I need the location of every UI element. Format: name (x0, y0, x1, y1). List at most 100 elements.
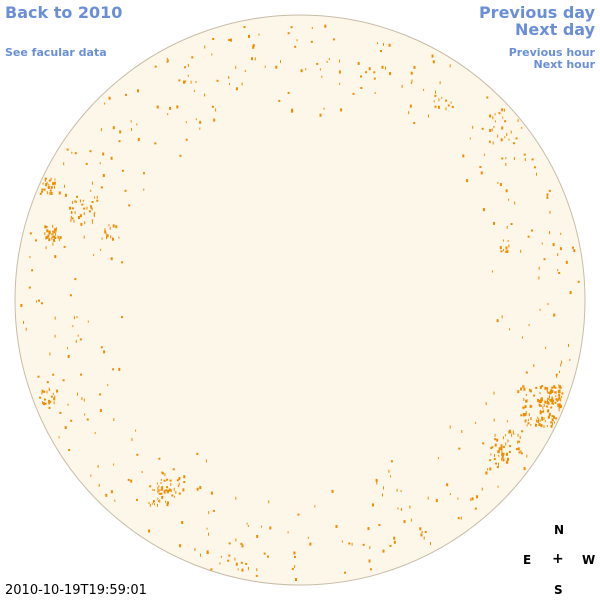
network-speck (41, 188, 44, 191)
network-speck (557, 390, 560, 393)
network-speck (559, 385, 561, 388)
network-speck (90, 206, 93, 209)
network-speck (561, 392, 564, 395)
network-speck (74, 152, 77, 155)
network-speck (99, 409, 102, 413)
network-speck (158, 500, 160, 503)
network-speck (508, 244, 510, 248)
network-speck (449, 64, 451, 68)
network-speck (497, 450, 500, 454)
network-speck (234, 557, 236, 561)
network-speck (54, 178, 56, 181)
network-speck (543, 258, 546, 261)
network-speck (235, 496, 237, 500)
network-speck (154, 142, 157, 145)
network-speck (54, 255, 57, 259)
network-speck (549, 399, 551, 402)
network-speck (502, 457, 504, 460)
network-speck (547, 415, 550, 419)
network-speck (136, 498, 138, 501)
network-speck (546, 425, 548, 427)
network-speck (505, 442, 507, 446)
network-speck (380, 50, 382, 52)
network-speck (495, 462, 498, 465)
network-speck (508, 450, 511, 453)
network-speck (93, 254, 95, 257)
network-speck (85, 162, 88, 165)
network-speck (309, 542, 312, 546)
network-speck (46, 390, 48, 394)
network-speck (159, 499, 161, 503)
previous-day-link[interactable]: Previous day (478, 3, 595, 22)
network-speck (74, 200, 77, 203)
network-speck (437, 457, 439, 460)
network-speck (43, 188, 46, 191)
network-speck (434, 105, 437, 108)
network-speck (53, 401, 55, 405)
network-speck (183, 481, 186, 483)
observation-timestamp: 2010-10-19T19:59:01 (5, 583, 147, 598)
network-speck (92, 181, 93, 185)
network-speck (49, 189, 52, 192)
network-speck (128, 204, 131, 207)
previous-hour-link[interactable]: Previous hour (508, 46, 595, 59)
network-speck (131, 437, 133, 441)
network-speck (423, 88, 425, 91)
network-speck (196, 452, 199, 455)
network-speck (410, 71, 413, 75)
network-speck (439, 81, 441, 85)
network-speck (470, 498, 472, 502)
network-speck (551, 389, 554, 393)
network-speck (113, 463, 115, 466)
network-speck (74, 211, 76, 215)
network-speck (52, 235, 55, 238)
network-speck (496, 466, 499, 469)
network-speck (561, 360, 563, 364)
network-speck (569, 358, 571, 361)
network-speck (457, 517, 460, 520)
network-speck (319, 68, 321, 71)
network-speck (433, 100, 435, 103)
network-speck (537, 416, 539, 419)
network-speck (228, 542, 231, 545)
network-speck (437, 105, 440, 109)
network-speck (38, 299, 40, 302)
network-speck (531, 405, 533, 408)
network-speck (451, 105, 454, 108)
network-speck (73, 219, 75, 223)
back-to-year-link[interactable]: Back to 2010 (5, 3, 123, 22)
network-speck (247, 525, 249, 527)
network-speck (560, 385, 561, 388)
network-speck (388, 43, 391, 47)
network-speck (474, 507, 477, 510)
network-speck (565, 260, 568, 264)
network-speck (520, 450, 522, 453)
network-speck (551, 396, 553, 399)
network-speck (382, 549, 385, 553)
network-speck (35, 239, 37, 242)
next-hour-link[interactable]: Next hour (533, 58, 596, 71)
network-speck (546, 389, 548, 393)
see-facular-data-link[interactable]: See facular data (5, 46, 107, 59)
network-speck (341, 540, 343, 543)
network-speck (96, 199, 99, 202)
network-speck (558, 408, 560, 412)
network-speck (528, 324, 530, 327)
network-speck (193, 89, 195, 92)
network-speck (166, 486, 168, 489)
network-speck (112, 224, 115, 228)
network-speck (53, 239, 56, 242)
network-speck (69, 206, 72, 210)
network-speck (103, 350, 106, 354)
network-speck (161, 495, 164, 499)
next-day-link[interactable]: Next day (515, 20, 595, 39)
network-speck (48, 406, 51, 409)
network-speck (100, 128, 102, 132)
network-speck (152, 488, 154, 491)
network-speck (296, 39, 298, 42)
network-speck (293, 551, 296, 555)
network-speck (374, 92, 376, 94)
network-speck (208, 511, 210, 515)
network-speck (235, 87, 238, 91)
network-speck (44, 177, 46, 181)
